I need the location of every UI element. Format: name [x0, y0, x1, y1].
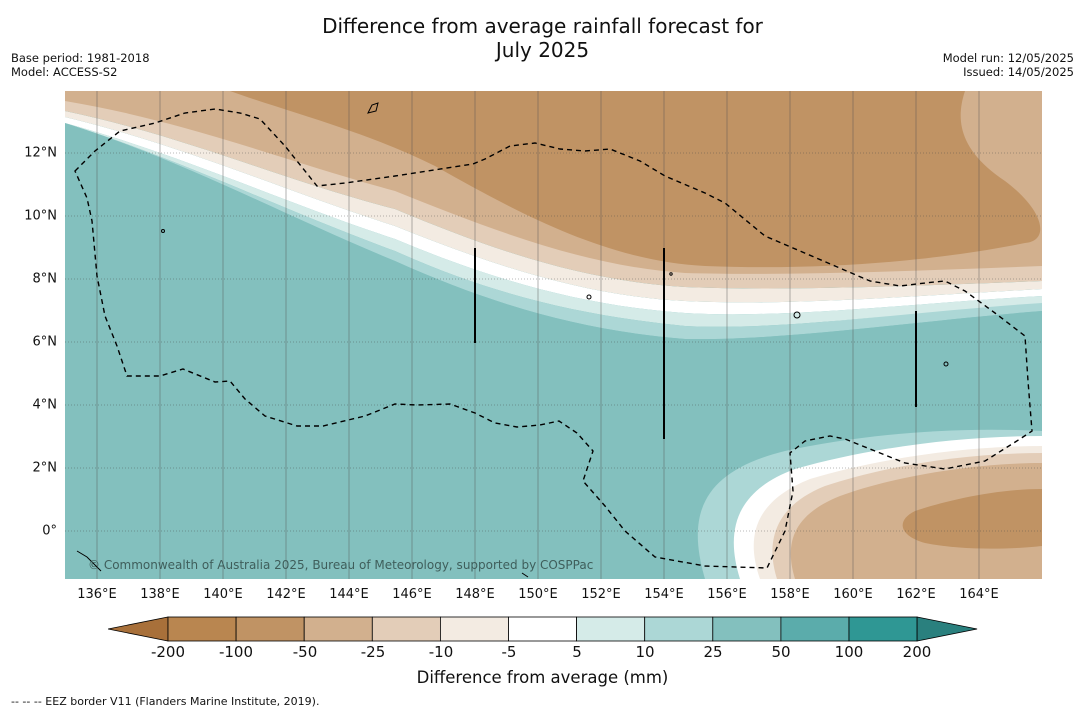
map-svg [65, 91, 1042, 579]
xtick-146e: 146°E [392, 587, 432, 602]
xtick-164e: 164°E [959, 587, 999, 602]
band-neg50-neg100-north [230, 91, 1041, 268]
cbar-label-5: 5 [572, 643, 582, 661]
cbar-label-neg100: -100 [218, 643, 254, 661]
band-neg50-neg100-se [902, 489, 1042, 549]
colorbar-swatch [167, 616, 237, 642]
meta-left: Base period: 1981-2018 Model: ACCESS-S2 [11, 51, 150, 79]
parallel-lines [65, 152, 1042, 532]
colorbar [108, 616, 978, 642]
colorbar-extend-low [108, 616, 169, 642]
ytick-10n: 10°N [24, 208, 57, 224]
ytick-12n: 12°N [24, 145, 57, 161]
xtick-152e: 152°E [581, 587, 621, 602]
cbar-label-neg10: -10 [428, 643, 454, 661]
copyright-notice: © Commonwealth of Australia 2025, Bureau… [88, 558, 594, 572]
base-period: Base period: 1981-2018 [11, 51, 150, 65]
colorbar-swatch [371, 616, 441, 642]
colorbar-swatch [303, 616, 373, 642]
marker-lines [474, 248, 917, 439]
rainfall-map [65, 91, 1042, 579]
ytick-8n: 8°N [32, 271, 58, 287]
xtick-144e: 144°E [329, 587, 369, 602]
xtick-136e: 136°E [77, 587, 117, 602]
colorbar-swatch [712, 616, 782, 642]
xtick-138e: 138°E [140, 587, 180, 602]
ytick-4n: 4°N [32, 397, 58, 413]
model-name: Model: ACCESS-S2 [11, 65, 118, 79]
colorbar-extend-high [916, 616, 978, 642]
cbar-label-neg25: -25 [360, 643, 386, 661]
islands [76, 102, 949, 578]
colorbar-swatch [439, 616, 509, 642]
cbar-label-neg200: -200 [150, 643, 186, 661]
cbar-label-10: 10 [635, 643, 655, 661]
colorbar-swatch [508, 616, 577, 642]
meta-right: Model run: 12/05/2025 Issued: 14/05/2025 [943, 51, 1074, 79]
xtick-158e: 158°E [770, 587, 810, 602]
model-run: Model run: 12/05/2025 [942, 51, 1074, 65]
xtick-160e: 160°E [833, 587, 873, 602]
xtick-162e: 162°E [896, 587, 936, 602]
xtick-154e: 154°E [644, 587, 684, 602]
cbar-label-neg5: -5 [501, 643, 517, 661]
cbar-label-100: 100 [834, 643, 864, 661]
colorbar-swatch [644, 616, 714, 642]
title-line-1: Difference from average rainfall forecas… [322, 14, 763, 38]
eez-border [74, 108, 1033, 569]
xtick-148e: 148°E [455, 587, 495, 602]
ytick-2n: 2°N [32, 460, 58, 476]
xtick-156e: 156°E [707, 587, 747, 602]
ytick-6n: 6°N [32, 334, 58, 350]
xtick-150e: 150°E [518, 587, 558, 602]
band-5-10-north [65, 123, 1042, 327]
eez-footnote: -- -- -- EEZ border V11 (Flanders Marine… [11, 695, 320, 708]
colorbar-swatch [576, 616, 646, 642]
xtick-140e: 140°E [203, 587, 243, 602]
cbar-label-200: 200 [902, 643, 932, 661]
cbar-label-50: 50 [771, 643, 791, 661]
band-10-25-north [65, 123, 1042, 340]
title-line-2: July 2025 [495, 38, 590, 62]
colorbar-swatch [235, 616, 305, 642]
colorbar-swatch [848, 616, 918, 642]
colorbar-swatch [780, 616, 850, 642]
colorbar-title: Difference from average (mm) [416, 668, 669, 687]
cbar-label-neg50: -50 [292, 643, 318, 661]
ytick-0: 0° [42, 523, 57, 539]
cbar-label-25: 25 [703, 643, 723, 661]
chart-title: Difference from average rainfall forecas… [0, 14, 1085, 62]
issued-date: Issued: 14/05/2025 [963, 65, 1074, 79]
xtick-142e: 142°E [266, 587, 306, 602]
